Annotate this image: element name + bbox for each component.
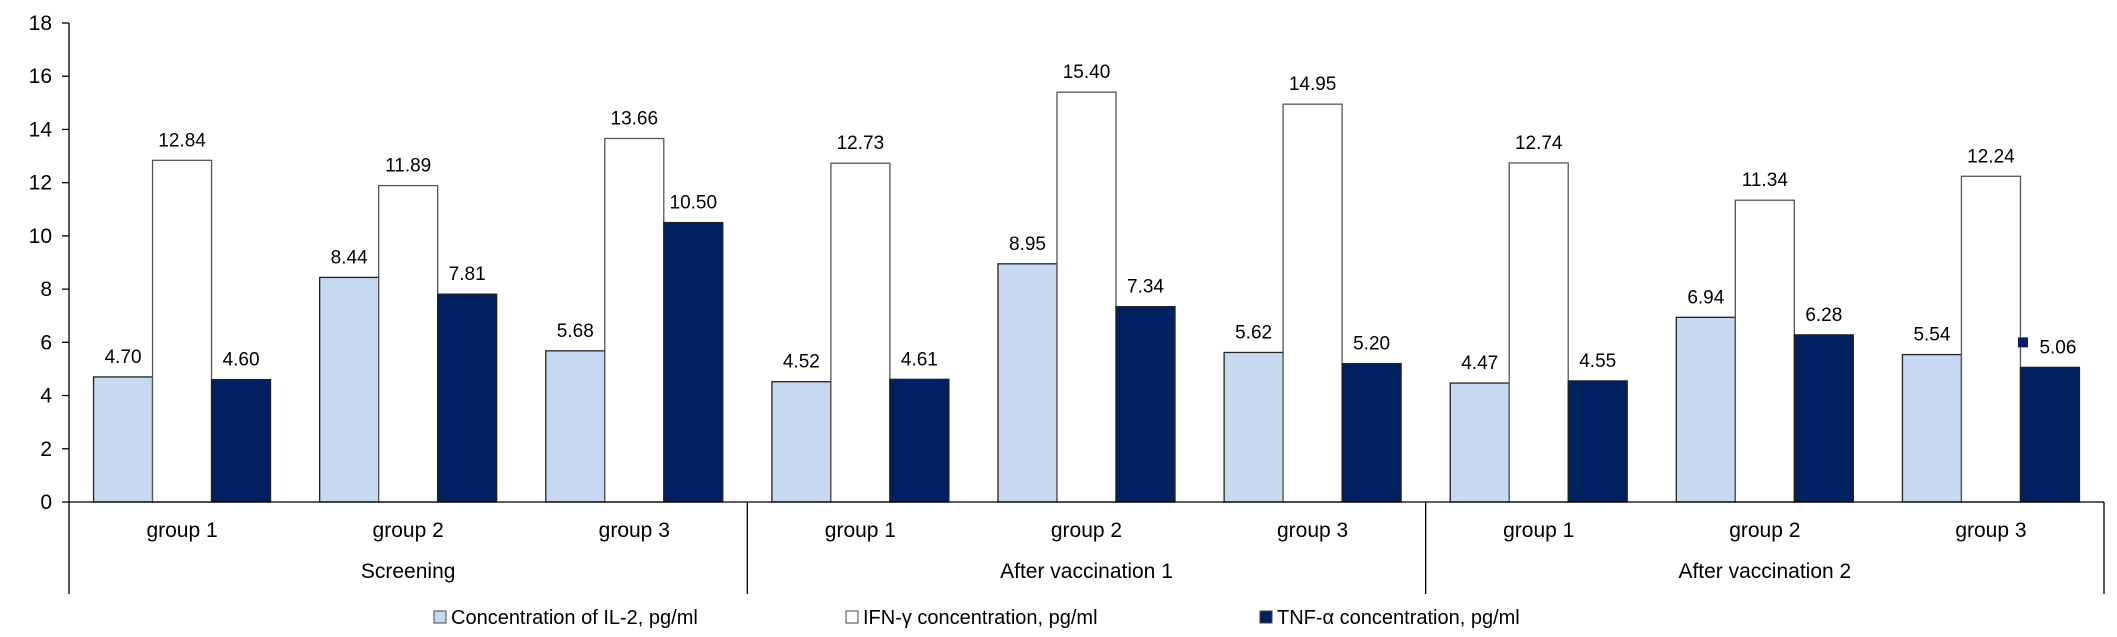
- data-label: 11.34: [1742, 170, 1789, 191]
- legend-key-2: [1259, 610, 1273, 624]
- group-label: After vaccination 2: [1678, 560, 1851, 583]
- data-label: 4.70: [105, 347, 142, 368]
- group-label: After vaccination 1: [1000, 560, 1173, 583]
- category-label: group 1: [825, 519, 896, 542]
- bar-1-8: [1960, 175, 2022, 503]
- data-label: 4.61: [901, 349, 938, 370]
- bar-2-8: [2019, 366, 2081, 503]
- data-label: 10.50: [670, 193, 718, 214]
- bar-0-2: [545, 350, 606, 503]
- bar-0-6: [1449, 382, 1510, 503]
- data-label: 8.44: [331, 247, 368, 268]
- y-tick-label: 4: [40, 385, 52, 408]
- bar-1-5: [1282, 103, 1343, 503]
- data-label: 15.40: [1063, 62, 1111, 83]
- bar-2-2: [663, 221, 724, 503]
- bar-2-0: [210, 378, 272, 503]
- bar-1-6: [1508, 162, 1569, 503]
- bar-2-7: [1793, 334, 1854, 503]
- data-label: 12.84: [158, 130, 206, 151]
- category-label: group 3: [1277, 519, 1348, 542]
- legend-key-1: [845, 610, 859, 624]
- bar-2-6: [1567, 380, 1628, 503]
- y-tick-label: 14: [29, 118, 53, 141]
- data-label-legend-key: [2017, 337, 2028, 348]
- data-label: 7.34: [1127, 277, 1164, 298]
- bar-1-0: [151, 159, 213, 503]
- data-label: 5.06: [2039, 337, 2076, 358]
- data-label: 14.95: [1289, 74, 1337, 95]
- bar-0-7: [1675, 316, 1736, 503]
- data-label: 6.94: [1687, 287, 1724, 308]
- legend-label: TNF-α concentration, pg/ml: [1277, 607, 1520, 629]
- legend-key-0: [433, 610, 447, 624]
- data-label: 4.60: [223, 350, 260, 371]
- y-tick-label: 6: [40, 331, 52, 354]
- y-tick-label: 12: [29, 172, 52, 195]
- bar-0-4: [997, 263, 1058, 503]
- data-label: 6.28: [1805, 305, 1842, 326]
- bar-0-5: [1223, 351, 1284, 503]
- bar-1-2: [604, 137, 665, 503]
- data-label: 4.52: [783, 352, 820, 373]
- data-label: 5.68: [557, 321, 594, 342]
- data-label: 11.89: [385, 156, 431, 177]
- bar-0-1: [319, 276, 380, 503]
- y-tick-label: 0: [40, 491, 52, 514]
- category-label: group 3: [1955, 519, 2026, 542]
- bar-0-8: [1901, 353, 1963, 503]
- category-label: group 3: [599, 519, 670, 542]
- y-tick-label: 8: [40, 278, 52, 301]
- data-label: 7.81: [449, 264, 486, 285]
- bar-1-4: [1056, 91, 1117, 503]
- bar-2-1: [437, 293, 498, 503]
- data-label: 5.20: [1353, 334, 1390, 355]
- data-label: 8.95: [1009, 234, 1046, 255]
- data-label: 5.62: [1235, 322, 1272, 343]
- bar-1-3: [830, 162, 891, 503]
- bar-2-4: [1115, 306, 1176, 503]
- category-label: group 1: [1503, 519, 1574, 542]
- bar-2-5: [1341, 362, 1402, 503]
- bar-2-3: [889, 378, 950, 503]
- bar-0-0: [92, 376, 154, 503]
- bar-0-3: [771, 381, 832, 503]
- category-label: group 2: [1729, 519, 1800, 542]
- bar-1-7: [1734, 199, 1795, 503]
- category-label: group 2: [373, 519, 444, 542]
- y-tick-label: 2: [40, 438, 52, 461]
- data-label: 4.55: [1579, 351, 1616, 372]
- legend-label: IFN-γ concentration, pg/ml: [863, 607, 1098, 629]
- y-tick-label: 10: [29, 225, 52, 248]
- y-tick-label: 18: [29, 12, 52, 35]
- category-label: group 1: [146, 519, 217, 542]
- bar-1-1: [378, 184, 439, 503]
- legend-label: Concentration of IL-2, pg/ml: [451, 607, 698, 629]
- category-label: group 2: [1051, 519, 1122, 542]
- data-label: 12.74: [1515, 133, 1563, 154]
- group-label: Screening: [361, 560, 456, 583]
- data-label: 13.66: [611, 108, 659, 129]
- data-label: 4.47: [1461, 353, 1498, 374]
- y-tick-label: 16: [29, 65, 52, 88]
- data-label: 12.24: [1967, 146, 2015, 167]
- data-label: 5.54: [1913, 325, 1950, 346]
- data-label: 12.73: [837, 133, 885, 154]
